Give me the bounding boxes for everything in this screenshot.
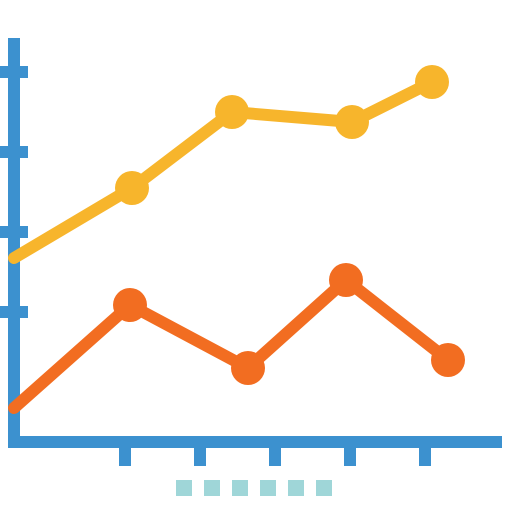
- footer-dot: [176, 480, 192, 496]
- marker: [231, 351, 265, 385]
- marker: [415, 65, 449, 99]
- footer-dot: [204, 480, 220, 496]
- chart-axes: [0, 38, 502, 466]
- marker: [335, 105, 369, 139]
- footer-dot: [288, 480, 304, 496]
- series-top-line: [14, 65, 449, 258]
- footer-dot: [316, 480, 332, 496]
- marker: [329, 263, 363, 297]
- series-bottom-line: [14, 263, 465, 408]
- marker: [215, 95, 249, 129]
- line-chart-icon: [0, 0, 512, 512]
- marker: [113, 288, 147, 322]
- marker: [431, 343, 465, 377]
- chart-series: [14, 65, 465, 408]
- footer-dots: [176, 480, 332, 496]
- footer-dot: [260, 480, 276, 496]
- marker: [115, 171, 149, 205]
- footer-dot: [232, 480, 248, 496]
